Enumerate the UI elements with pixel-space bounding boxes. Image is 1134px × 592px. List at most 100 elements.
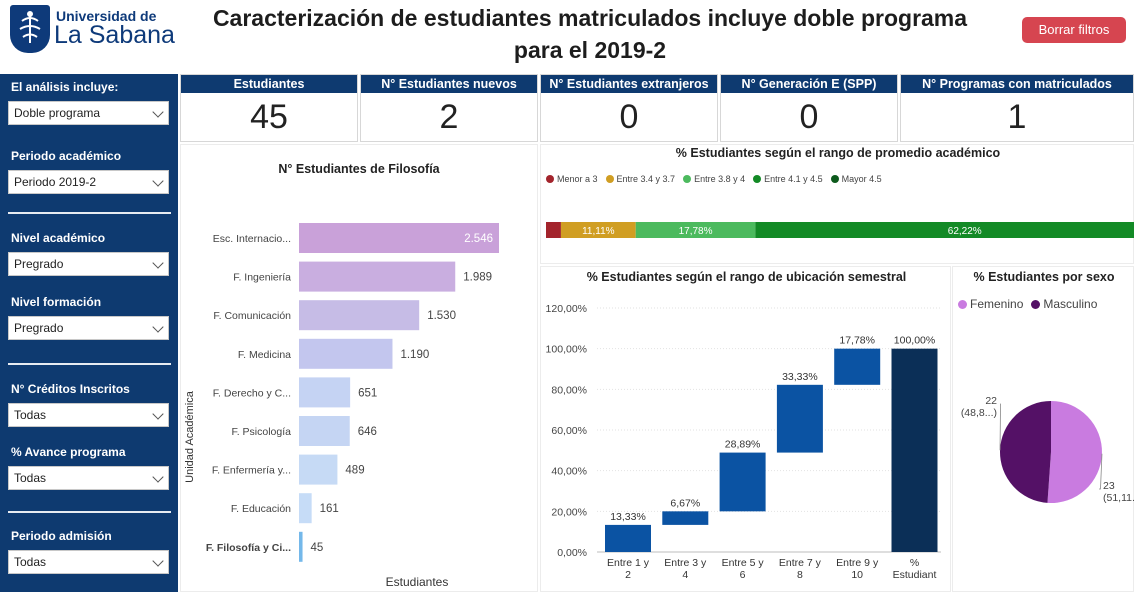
legend-dot	[546, 175, 554, 183]
legend-item-mayor-4-5[interactable]: Mayor 4.5	[830, 174, 882, 184]
y-axis-label: Unidad Académica	[184, 390, 196, 483]
bar-f-educacion[interactable]	[299, 493, 312, 524]
slice-femenino[interactable]	[1047, 401, 1102, 503]
filter-select-analysis[interactable]: Doble programa	[8, 101, 169, 125]
tick-label-f-enfermeria-y: F. Enfermería y...	[212, 465, 291, 477]
bar-entre-3-y-4[interactable]	[662, 511, 709, 525]
percent-label-femenino: (51,11...	[1103, 492, 1134, 504]
segment-menor-a-3[interactable]	[546, 222, 561, 238]
filter-label-credits: N° Créditos Inscritos	[11, 382, 130, 396]
filter-select-credits[interactable]: Todas	[8, 403, 169, 427]
kpi-value: 0	[619, 98, 639, 136]
page-title: Caracterización de estudiantes matricula…	[190, 2, 990, 66]
chart-legend: Menor a 3 Entre 3.4 y 3.7 Entre 3.8 y 4 Ent…	[546, 174, 890, 184]
bar-entre-7-y-8[interactable]	[776, 384, 823, 453]
data-label-femenino: 23	[1103, 480, 1115, 492]
legend-item-femenino[interactable]: Femenino	[958, 297, 1023, 311]
chart-title: % Estudiantes según el rango de promedio…	[675, 146, 1001, 160]
tick-label-f-derecho-y-c: F. Derecho y C...	[213, 387, 291, 399]
legend-item-menor-a-3[interactable]: Menor a 3	[546, 174, 598, 184]
bar-f-medicina[interactable]	[299, 338, 393, 369]
filter-label-academic-level: Nivel académico	[11, 231, 106, 245]
semester-waterfall-panel: % Estudiantes según el rango de ubicació…	[540, 266, 951, 592]
y-tick-label: 40,00%	[551, 466, 587, 478]
segment-label-entre-3-8-y-4: 17,78%	[679, 226, 713, 237]
kpi-card-generation-e: N° Generación E (SPP) 0	[720, 74, 898, 142]
faculty-bar-chart-panel: N° Estudiantes de Filosofía Unidad Acadé…	[180, 144, 538, 592]
bar-f-derecho-y-c[interactable]	[299, 377, 351, 408]
filter-label-training-level: Nivel formación	[11, 295, 102, 309]
tick-label-f-comunicacion: F. Comunicación	[213, 310, 291, 322]
kpi-value: 0	[799, 98, 819, 136]
legend-item-entre-3-4-y-3-7[interactable]: Entre 3.4 y 3.7	[605, 174, 675, 184]
data-label-entre-5-y-6: 28,89%	[725, 439, 761, 451]
clear-filters-button[interactable]: Borrar filtros	[1022, 17, 1126, 43]
bar-entre-1-y-2[interactable]	[605, 524, 651, 552]
tick-label-f-medicina: F. Medicina	[238, 349, 291, 361]
legend-dot	[683, 175, 692, 183]
legend-dot	[1031, 299, 1041, 309]
university-logo: Universidad de La Sabana	[10, 5, 180, 53]
chevron-down-icon	[152, 175, 164, 187]
semester-waterfall-chart: 0,00% 20,00% 40,00% 60,00% 80,00% 100,00% 120,…	[546, 303, 941, 581]
percent-label-masculino: (48,8...)	[961, 407, 997, 419]
x-tick-label-estudiant: % Estudiant	[893, 557, 937, 581]
y-tick-label: 100,00%	[546, 344, 587, 356]
segment-label-entre-4-1-y-4-5: 62,22%	[948, 226, 982, 237]
page-title-line-2: para el 2019-2	[513, 37, 667, 63]
divider	[8, 363, 171, 365]
legend-item-entre-4-1-y-4-5[interactable]: Entre 4.1 y 4.5	[753, 174, 823, 184]
sex-pie-chart: 23(51,11... 22(48,8...)	[961, 395, 1134, 504]
legend-dot	[605, 175, 614, 183]
bar-esc-internacio[interactable]	[299, 223, 499, 253]
bar-f-ingenieria[interactable]	[299, 261, 456, 292]
segment-entre-3-8-y-4[interactable]	[635, 222, 756, 238]
kpi-card-foreign-students: N° Estudiantes extranjeros 0	[540, 74, 718, 142]
bar-estudiant[interactable]	[891, 348, 938, 552]
gpa-stacked-bar: 11,11%17,78%62,22%6,67%	[546, 222, 1134, 238]
data-label-f-derecho-y-c: 651	[358, 387, 377, 399]
data-label-f-psicologia: 646	[358, 426, 377, 438]
bar-f-filosofia-y-ci[interactable]	[299, 531, 303, 562]
chevron-down-icon	[152, 106, 164, 118]
bar-f-enfermeria-y[interactable]	[299, 454, 338, 485]
data-label-f-filosofia-y-ci: 45	[311, 542, 324, 554]
filter-value-training-level: Pregrado	[14, 321, 64, 335]
data-label-f-ingenieria: 1.989	[463, 272, 492, 284]
segment-entre-4-1-y-4-5[interactable]	[755, 222, 1134, 238]
header: Universidad de La Sabana Caracterización…	[0, 0, 1134, 72]
filter-select-period[interactable]: Periodo 2019-2	[8, 170, 169, 194]
tick-label-f-psicologia: F. Psicología	[231, 426, 291, 438]
filter-select-progress[interactable]: Todas	[8, 466, 169, 490]
filter-label-analysis: El análisis incluye:	[11, 80, 119, 94]
bar-entre-5-y-6[interactable]	[719, 452, 766, 512]
kpi-label: N° Estudiantes extranjeros	[541, 75, 717, 93]
filter-select-academic-level[interactable]: Pregrado	[8, 252, 169, 276]
kpi-label: N° Estudiantes nuevos	[361, 75, 537, 93]
legend-item-entre-3-8-y-4[interactable]: Entre 3.8 y 4	[683, 174, 745, 184]
filter-value-academic-level: Pregrado	[14, 257, 64, 271]
legend-item-masculino[interactable]: Masculino	[1031, 297, 1097, 311]
legend-dot	[830, 175, 839, 183]
slice-masculino[interactable]	[999, 401, 1051, 503]
kpi-label: N° Programas con matriculados	[901, 75, 1133, 93]
filter-select-admission[interactable]: Todas	[8, 550, 169, 574]
kpi-value: 1	[1007, 98, 1027, 136]
filter-label-admission: Periodo admisión	[11, 529, 112, 543]
segment-entre-3-4-y-3-7[interactable]	[560, 222, 636, 238]
legend-dot	[958, 299, 967, 309]
kpi-label: N° Generación E (SPP)	[721, 75, 897, 93]
bar-entre-9-y-10[interactable]	[834, 348, 881, 385]
filter-value-analysis: Doble programa	[14, 106, 101, 120]
bar-f-psicologia[interactable]	[299, 416, 350, 446]
legend-label: Mayor 4.5	[841, 174, 882, 184]
tick-label-esc-internacio: Esc. Internacio...	[213, 233, 291, 245]
bar-f-comunicacion[interactable]	[299, 300, 420, 331]
data-label-masculino: 22	[985, 395, 997, 407]
data-label-entre-1-y-2: 13,33%	[610, 511, 646, 523]
data-label-f-enfermeria-y: 489	[345, 465, 364, 477]
chevron-down-icon	[152, 321, 164, 333]
filter-select-training-level[interactable]: Pregrado	[8, 316, 169, 340]
chevron-down-icon	[152, 408, 164, 420]
